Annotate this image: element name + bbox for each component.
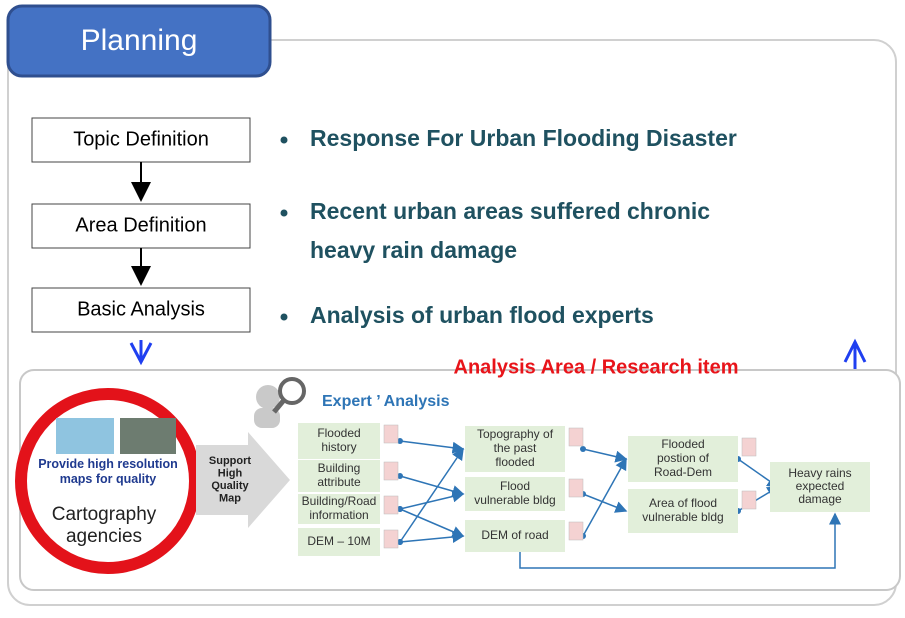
map-image — [56, 418, 114, 454]
input-node: DEM – 10M — [307, 534, 370, 548]
support-label: Quality — [211, 480, 249, 492]
satellite-image — [120, 418, 176, 454]
thumbnail — [384, 530, 398, 548]
input-node: Flooded — [317, 426, 360, 440]
thumbnail — [569, 428, 583, 446]
bullet-text: heavy rain damage — [310, 237, 517, 263]
intermediate-node: flooded — [495, 455, 534, 469]
source-caption: Provide high resolution — [38, 457, 178, 471]
result-node: expected — [796, 479, 845, 493]
derived-node: Road-Dem — [654, 465, 712, 479]
derived-node: Flooded — [661, 437, 704, 451]
bullet-text: Response For Urban Flooding Disaster — [310, 125, 737, 151]
thumbnail — [384, 462, 398, 480]
thumbnail — [569, 479, 583, 497]
support-label: High — [218, 468, 243, 480]
step-label: Basic Analysis — [77, 298, 205, 320]
intermediate-node: DEM of road — [481, 528, 548, 542]
diagram: Planning Topic Definition Area Definition… — [0, 0, 905, 618]
input-node: attribute — [317, 475, 361, 489]
bullet-dot — [281, 210, 288, 217]
derived-node: vulnerable bldg — [642, 510, 723, 524]
expert-title: Expert ’ Analysis — [322, 393, 450, 410]
source-label: agencies — [66, 526, 142, 547]
thumbnail — [384, 496, 398, 514]
bullet-text: Analysis of urban flood experts — [310, 302, 654, 328]
support-label: Support — [209, 455, 251, 467]
input-node: Building — [318, 461, 361, 475]
intermediate-node: vulnerable bldg — [474, 493, 555, 507]
title: Planning — [81, 24, 198, 57]
analysis-title: Analysis Area / Research item — [454, 356, 739, 378]
intermediate-node: the past — [494, 441, 537, 455]
thumbnail — [742, 438, 756, 456]
result-node: damage — [798, 492, 842, 506]
bullet-dot — [281, 137, 288, 144]
input-node: information — [309, 508, 368, 522]
step-label: Topic Definition — [73, 128, 209, 150]
derived-node: Area of flood — [649, 496, 717, 510]
result-node: Heavy rains — [788, 466, 851, 480]
input-node: history — [321, 440, 356, 454]
thumbnail — [742, 491, 756, 509]
thumbnail — [384, 425, 398, 443]
source-caption: maps for quality — [60, 472, 157, 486]
input-node: Building/Road — [302, 494, 377, 508]
bullet-text: Recent urban areas suffered chronic — [310, 198, 710, 224]
derived-node: postion of — [657, 451, 710, 465]
connector-dot — [580, 446, 586, 452]
intermediate-node: Topography of — [477, 427, 554, 441]
intermediate-node: Flood — [500, 479, 530, 493]
bullet-dot — [281, 314, 288, 321]
support-label: Map — [219, 493, 241, 505]
step-label: Area Definition — [75, 214, 206, 236]
source-label: Cartography — [52, 504, 157, 525]
thumbnail — [569, 522, 583, 540]
